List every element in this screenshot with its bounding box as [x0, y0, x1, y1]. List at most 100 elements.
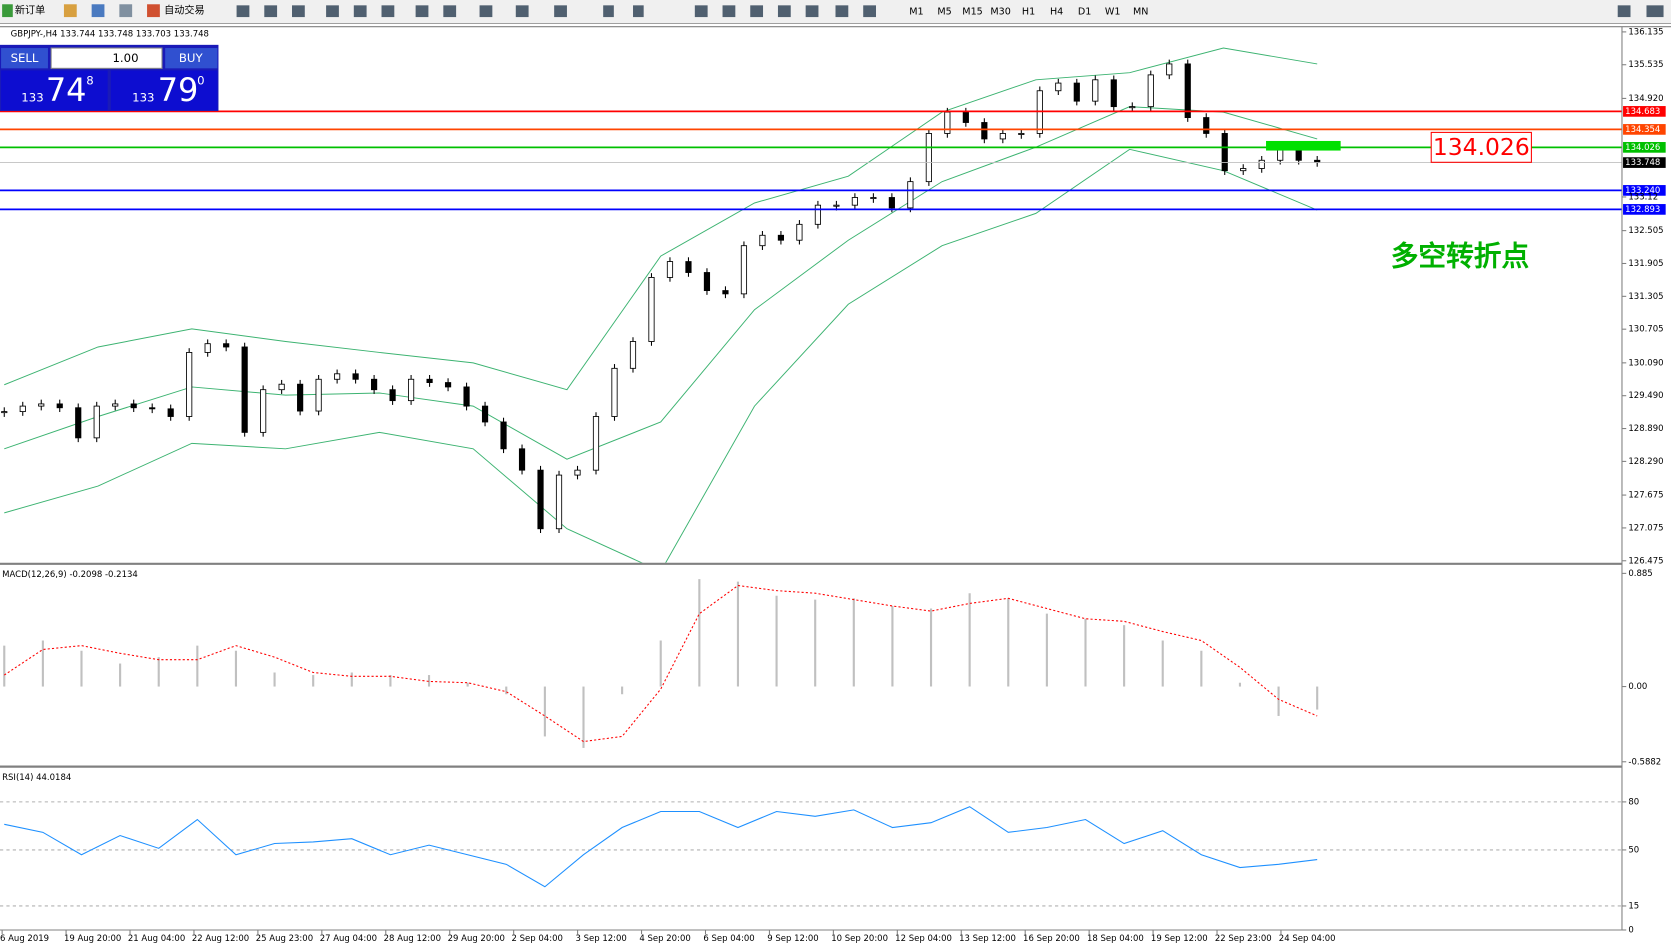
tool-icon[interactable]: [236, 5, 250, 18]
lot-input[interactable]: [50, 47, 163, 69]
candle: [592, 416, 600, 471]
x-tick-label: 13 Sep 12:00: [959, 934, 1016, 944]
price-pane: [1, 47, 1321, 563]
tool-icon[interactable]: [443, 5, 457, 18]
lot-value[interactable]: 1.00: [112, 51, 138, 65]
x-tick-label: 25 Aug 23:00: [256, 934, 313, 944]
candle: [870, 197, 877, 200]
tool-icon[interactable]: [515, 5, 529, 18]
tool-icon[interactable]: [835, 5, 849, 18]
candle: [888, 197, 895, 209]
tool-icon[interactable]: [291, 5, 305, 18]
sell-button[interactable]: [1, 48, 48, 69]
candle: [1018, 133, 1025, 135]
x-tick-label: 22 Aug 12:00: [192, 934, 249, 944]
bollinger-band: [4, 148, 1318, 563]
candle: [1258, 159, 1265, 169]
tool-icon[interactable]: [722, 5, 736, 18]
timeframe[interactable]: M30: [990, 7, 1010, 18]
timeframe[interactable]: M15: [962, 7, 982, 18]
candle: [1055, 82, 1062, 92]
candle: [500, 421, 507, 450]
chat-icon[interactable]: [1646, 5, 1664, 18]
candle: [777, 234, 785, 241]
candle: [796, 223, 803, 241]
y-tick-label: 0.885: [1628, 569, 1652, 579]
tool-icon[interactable]: [63, 4, 77, 18]
candle: [481, 405, 489, 423]
candle: [851, 197, 858, 206]
tool-icon[interactable]: [381, 5, 395, 18]
x-tick-label: 27 Aug 04:00: [320, 934, 377, 944]
sell-price-box[interactable]: [1, 70, 108, 110]
auto-trade-icon[interactable]: [147, 4, 160, 18]
candle: [75, 407, 82, 439]
x-tick-label: 9 Sep 12:00: [767, 934, 818, 944]
timeframe[interactable]: MN: [1133, 7, 1148, 18]
y-tick-label: 135.535: [1628, 60, 1663, 70]
sell-price-main: 74: [46, 71, 87, 109]
sell-price-small: 8: [86, 74, 93, 88]
candle: [814, 204, 821, 225]
tool-icon[interactable]: [353, 5, 367, 18]
candle: [907, 181, 914, 209]
candle: [112, 403, 119, 407]
tool-icon[interactable]: [863, 5, 876, 18]
x-tick-label: 19 Aug 20:00: [64, 934, 121, 944]
candle: [1240, 168, 1247, 172]
buy-price-box[interactable]: [110, 70, 218, 110]
candle: [518, 448, 526, 471]
candle: [56, 403, 63, 409]
tool-icon[interactable]: [750, 5, 764, 18]
candle: [1203, 117, 1210, 134]
candle: [1295, 148, 1302, 161]
search-icon[interactable]: [1617, 5, 1631, 18]
tool-icon[interactable]: [805, 5, 819, 18]
candle: [315, 378, 322, 412]
sell-label[interactable]: SELL: [11, 51, 39, 65]
timeframe[interactable]: H4: [1050, 7, 1063, 18]
tool-icon[interactable]: [777, 5, 791, 18]
timeframe[interactable]: M5: [937, 7, 951, 18]
rsi-title: RSI(14) 44.0184: [2, 773, 71, 783]
y-tick-label: 50: [1628, 845, 1639, 855]
new-order-icon[interactable]: [2, 4, 13, 18]
candle: [1221, 133, 1228, 172]
tool-icon[interactable]: [326, 5, 339, 18]
candle: [186, 352, 193, 417]
candle: [389, 389, 396, 402]
timeframe[interactable]: W1: [1105, 7, 1121, 18]
y-tick-label: 0.00: [1628, 682, 1647, 692]
candle: [297, 383, 304, 412]
tool-icon[interactable]: [479, 5, 493, 18]
y-tick-label: 0: [1628, 925, 1633, 935]
auto-trade[interactable]: 自动交易: [164, 4, 204, 17]
timeframe[interactable]: M1: [909, 7, 923, 18]
candle: [1184, 63, 1191, 119]
tool-icon[interactable]: [554, 5, 567, 18]
candle: [463, 386, 470, 407]
buy-button[interactable]: [165, 48, 218, 69]
candle: [407, 378, 415, 402]
tool-icon[interactable]: [91, 4, 105, 18]
candle: [130, 403, 137, 409]
tool-icon[interactable]: [633, 5, 644, 18]
candle: [444, 382, 452, 388]
tool-icon[interactable]: [264, 5, 278, 18]
y-tick-label: 131.305: [1628, 292, 1663, 302]
symbol-info: GBPJPY-,H4 133.744 133.748 133.703 133.7…: [11, 30, 209, 40]
timeframe[interactable]: H1: [1022, 7, 1035, 18]
candle: [223, 343, 230, 348]
new-order[interactable]: 新订单: [15, 4, 45, 17]
tool-icon[interactable]: [415, 5, 429, 18]
tool-icon[interactable]: [694, 5, 708, 18]
bollinger-band: [4, 106, 1318, 460]
tool-icon[interactable]: [603, 5, 614, 18]
y-tick-label: -0.5882: [1628, 757, 1661, 767]
y-tick-label: 136.135: [1628, 27, 1663, 37]
tool-icon[interactable]: [119, 4, 133, 18]
buy-label[interactable]: BUY: [179, 51, 204, 65]
timeframe[interactable]: D1: [1078, 7, 1091, 18]
rsi-line: [4, 806, 1318, 888]
